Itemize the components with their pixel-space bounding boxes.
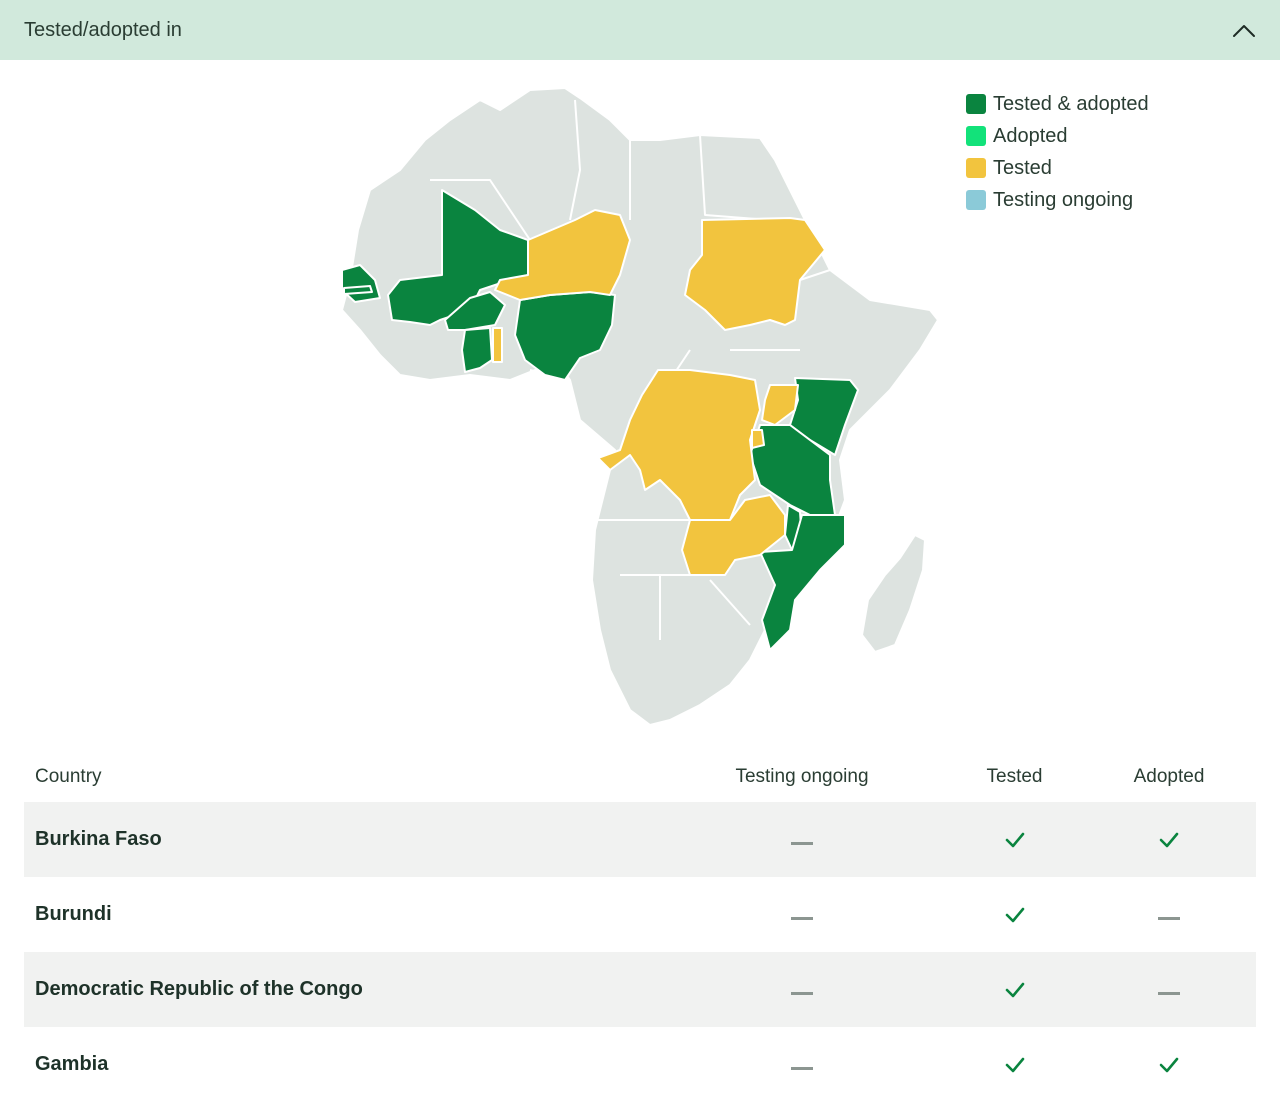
- legend-item-tested: Tested: [966, 152, 1149, 184]
- map-legend: Tested & adopted Adopted Tested Testing …: [966, 88, 1149, 216]
- dash-icon: [1158, 917, 1180, 920]
- legend-label: Tested: [993, 156, 1052, 179]
- header-country: Country: [35, 766, 102, 787]
- legend-swatch: [966, 94, 986, 114]
- country-sudan: [684, 217, 826, 331]
- africa-map-svg: [341, 87, 939, 726]
- check-icon: [1159, 1057, 1179, 1072]
- legend-label: Adopted: [993, 124, 1068, 147]
- accordion-header[interactable]: Tested/adopted in: [0, 0, 1280, 60]
- table-header-row: Country Testing ongoing Tested Adopted: [24, 752, 1256, 802]
- cell-testing-ongoing: [697, 909, 907, 920]
- accordion-title: Tested/adopted in: [24, 18, 182, 41]
- country-togo: [492, 327, 503, 363]
- dash-icon: [791, 842, 813, 845]
- legend-swatch: [966, 190, 986, 210]
- country-niger: [494, 209, 631, 301]
- map-madagascar: [861, 534, 926, 653]
- check-icon: [1159, 832, 1179, 847]
- cell-adopted: [1122, 1056, 1216, 1074]
- cell-testing-ongoing: [697, 834, 907, 845]
- legend-label: Testing ongoing: [993, 188, 1134, 211]
- table-row: Gambia: [24, 1027, 1256, 1094]
- country-drc: [597, 369, 761, 521]
- cell-adopted: [1122, 984, 1216, 995]
- header-tested: Tested: [986, 766, 1043, 787]
- country-uganda: [761, 384, 799, 426]
- cell-tested: [907, 1056, 1122, 1074]
- cell-tested: [907, 906, 1122, 924]
- country-gambia: [343, 285, 373, 295]
- cell-testing-ongoing: [697, 1059, 907, 1070]
- cell-country: Burkina Faso: [35, 828, 162, 850]
- cell-adopted: [1122, 831, 1216, 849]
- legend-item-tested-adopted: Tested & adopted: [966, 88, 1149, 120]
- table-row: Burundi: [24, 877, 1256, 952]
- country-ghana: [461, 327, 493, 373]
- legend-swatch: [966, 158, 986, 178]
- cell-tested: [907, 831, 1122, 849]
- check-icon: [1005, 832, 1024, 847]
- cell-adopted: [1122, 909, 1216, 920]
- check-icon: [1005, 1057, 1024, 1072]
- table-body: Burkina Faso Burundi Democratic Republic o…: [24, 802, 1256, 1094]
- check-icon: [1005, 982, 1024, 997]
- header-testing-ongoing: Testing ongoing: [735, 766, 869, 787]
- country-burkina-faso: [444, 291, 506, 331]
- cell-tested: [907, 981, 1122, 999]
- countries-table: Country Testing ongoing Tested Adopted B…: [24, 752, 1256, 1094]
- dash-icon: [791, 992, 813, 995]
- table-row: Burkina Faso: [24, 802, 1256, 877]
- legend-swatch: [966, 126, 986, 146]
- cell-country: Burundi: [35, 903, 112, 925]
- africa-map: [330, 80, 960, 730]
- dash-icon: [1158, 992, 1180, 995]
- check-icon: [1005, 907, 1024, 922]
- country-burundi: [751, 429, 765, 449]
- country-zambia: [681, 494, 786, 576]
- legend-label: Tested & adopted: [993, 92, 1149, 115]
- dash-icon: [791, 1067, 813, 1070]
- chevron-up-icon[interactable]: [1232, 18, 1256, 42]
- legend-item-testing-ongoing: Testing ongoing: [966, 184, 1149, 216]
- dash-icon: [791, 917, 813, 920]
- cell-country: Gambia: [35, 1053, 109, 1075]
- cell-testing-ongoing: [697, 984, 907, 995]
- legend-item-adopted: Adopted: [966, 120, 1149, 152]
- cell-country: Democratic Republic of the Congo: [35, 978, 363, 1000]
- header-adopted: Adopted: [1133, 766, 1205, 787]
- table-row: Democratic Republic of the Congo: [24, 952, 1256, 1027]
